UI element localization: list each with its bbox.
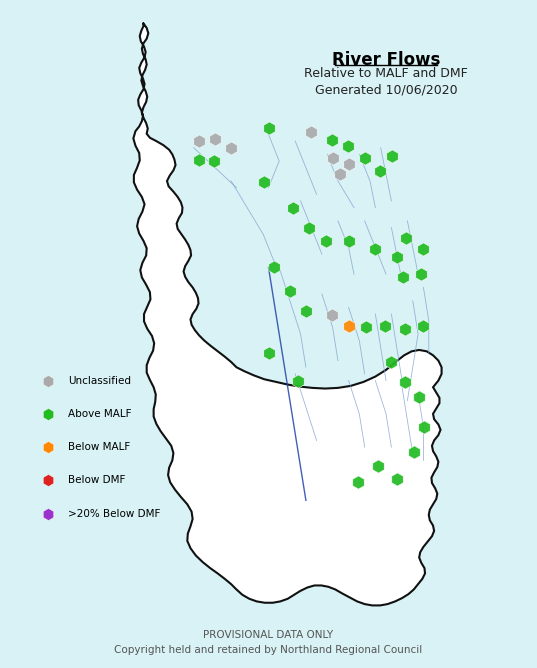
Point — [374, 460, 382, 471]
Point — [388, 150, 397, 161]
Point — [402, 232, 411, 243]
Point — [211, 134, 220, 144]
Point — [420, 422, 429, 432]
Point — [417, 269, 425, 279]
Point — [410, 447, 418, 458]
Text: Below MALF: Below MALF — [68, 442, 130, 452]
Point — [360, 152, 369, 163]
Point — [322, 236, 330, 246]
Text: Relative to MALF and DMF: Relative to MALF and DMF — [304, 67, 468, 79]
Polygon shape — [133, 23, 441, 605]
Point — [195, 154, 204, 165]
Point — [270, 262, 278, 273]
Text: Unclassified: Unclassified — [68, 375, 131, 385]
Point — [393, 474, 401, 484]
Point — [44, 442, 53, 452]
Text: Copyright held and retained by Northland Regional Council: Copyright held and retained by Northland… — [114, 645, 423, 655]
Point — [419, 244, 427, 255]
Text: Generated 10/06/2020: Generated 10/06/2020 — [315, 84, 458, 97]
Point — [44, 375, 53, 386]
Point — [210, 156, 219, 166]
Point — [328, 153, 337, 164]
Point — [361, 322, 370, 333]
Text: River Flows: River Flows — [332, 51, 440, 69]
Point — [387, 357, 396, 367]
Point — [399, 272, 408, 283]
Point — [264, 347, 273, 358]
Point — [44, 409, 53, 420]
Point — [264, 122, 273, 133]
Point — [419, 321, 427, 331]
Point — [286, 285, 294, 296]
Text: Below DMF: Below DMF — [68, 476, 126, 486]
Point — [336, 169, 344, 180]
Point — [344, 236, 353, 246]
Point — [327, 310, 336, 321]
Point — [195, 136, 204, 146]
Point — [344, 321, 353, 331]
Point — [307, 127, 316, 138]
Text: >20% Below DMF: >20% Below DMF — [68, 508, 161, 518]
Point — [415, 392, 424, 403]
Point — [44, 475, 53, 486]
Point — [401, 377, 409, 387]
Point — [343, 141, 352, 152]
Text: PROVISIONAL DATA ONLY: PROVISIONAL DATA ONLY — [204, 630, 333, 640]
Point — [288, 202, 297, 213]
Point — [294, 375, 302, 386]
Point — [344, 159, 353, 170]
Point — [260, 177, 268, 188]
Text: Above MALF: Above MALF — [68, 409, 132, 419]
Point — [327, 134, 336, 145]
Point — [381, 321, 389, 331]
Point — [393, 252, 401, 263]
Point — [302, 305, 310, 316]
Point — [304, 222, 313, 233]
Point — [401, 323, 409, 334]
Point — [227, 142, 235, 153]
Point — [371, 244, 380, 255]
Point — [375, 166, 384, 176]
Point — [44, 508, 53, 519]
Point — [354, 476, 362, 487]
